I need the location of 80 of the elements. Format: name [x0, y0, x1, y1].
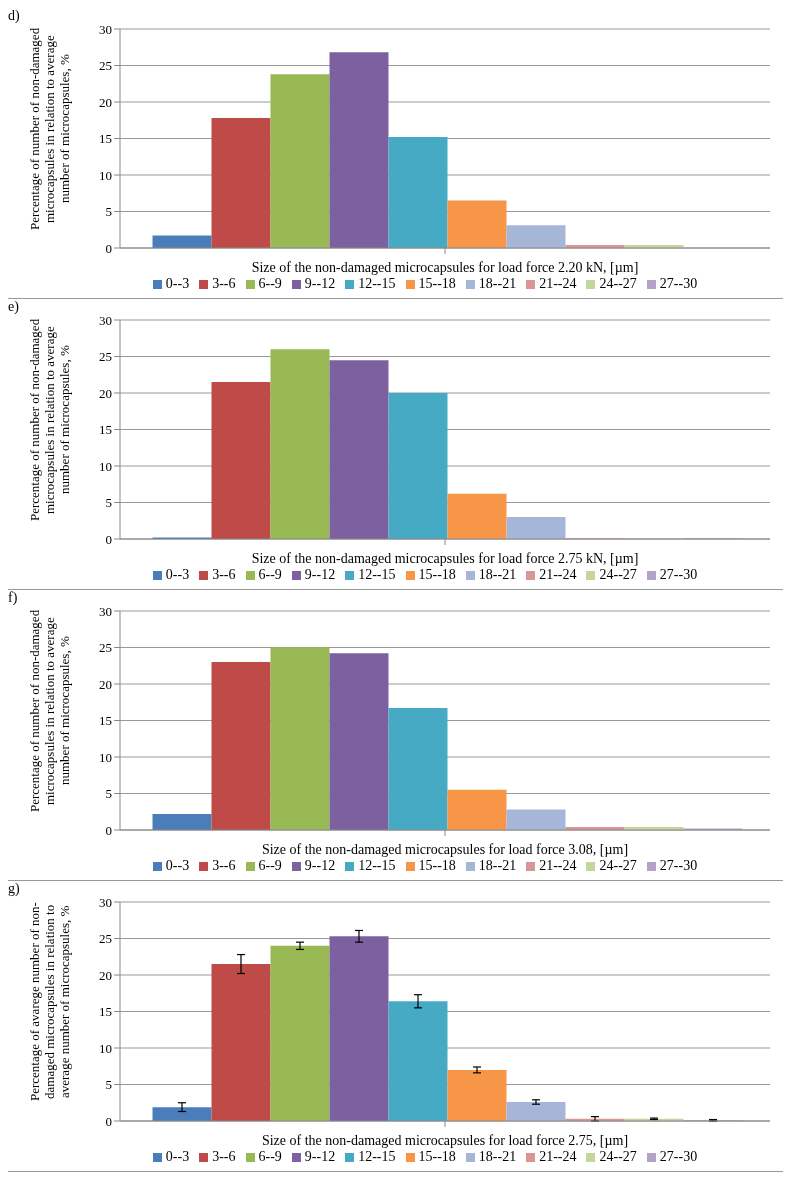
legend-label: 3--6: [212, 858, 236, 873]
legend-label: 27--30: [659, 858, 698, 873]
y-tick-label: 25: [99, 931, 112, 947]
y-axis-title: Percentage of number of non-damaged microcapsules in relation to average number of microcapsules, %: [26, 317, 72, 524]
y-tick-label: 10: [99, 749, 112, 765]
y-tick-label: 30: [99, 603, 112, 619]
legend-label: 3--6: [212, 567, 236, 582]
legend-label: 27--30: [659, 276, 698, 291]
chart-title: g): [8, 881, 20, 896]
y-tick-label: 5: [105, 1077, 112, 1093]
legend-label: 21--24: [539, 858, 577, 873]
y-axis-title: Percentage of avarege number of non-damaged microcapsules in relation to average number of microcapsules, %: [26, 901, 72, 1104]
legend-label: 24--27: [599, 1149, 637, 1164]
legend-label: 0--3: [165, 276, 190, 291]
chart-title: f): [8, 590, 18, 605]
legend-label: 15--18: [418, 1149, 456, 1164]
legend-label: 9--12: [304, 567, 336, 582]
y-axis-title: Percentage of number of non-damaged microcapsules in relation to average number of microcapsules, %: [26, 26, 72, 233]
legend-label: 12--15: [358, 858, 396, 873]
legend-label: 3--6: [212, 276, 236, 291]
legend-label: 9--12: [304, 1149, 336, 1164]
y-axis-title: Percentage of number of non-damaged microcapsules in relation to average number of microcapsules, %: [26, 608, 72, 815]
legend-label: 0--3: [165, 567, 190, 582]
y-tick-label: 25: [99, 349, 112, 365]
y-tick-label: 5: [105, 495, 112, 511]
y-tick-label: 10: [99, 458, 112, 474]
y-tick-label: 0: [105, 240, 112, 256]
y-tick-label: 20: [99, 967, 112, 983]
legend-label: 24--27: [599, 858, 637, 873]
y-tick-label: 0: [105, 822, 112, 838]
x-axis-title: Size of the non-damaged microcapsules for load force 3.08, [µm]: [261, 842, 629, 857]
y-tick-label: 0: [105, 1113, 112, 1129]
legend-label: 21--24: [539, 276, 577, 291]
legend-label: 9--12: [304, 276, 336, 291]
legend-label: 9--12: [304, 858, 336, 873]
chart-title: d): [8, 8, 20, 23]
y-tick-label: 20: [99, 676, 112, 692]
legend-label: 27--30: [659, 567, 698, 582]
legend-label: 0--3: [165, 858, 190, 873]
legend-label: 18--21: [478, 567, 517, 582]
legend-label: 12--15: [358, 567, 396, 582]
legend-label: 21--24: [539, 567, 577, 582]
chart-title: e): [8, 299, 19, 314]
y-tick-label: 25: [99, 640, 112, 656]
legend-label: 6--9: [258, 858, 282, 873]
y-tick-label: 10: [99, 1040, 112, 1056]
legend-label: 15--18: [418, 276, 456, 291]
y-tick-label: 10: [99, 167, 112, 183]
legend-label: 6--9: [258, 276, 282, 291]
legend-label: 21--24: [539, 1149, 577, 1164]
y-tick-label: 5: [105, 204, 112, 220]
y-tick-label: 15: [99, 131, 112, 147]
y-tick-label: 15: [99, 1004, 112, 1020]
x-axis-title: Size of the non-damaged microcapsules for load force 2.20 kN, [µm]: [251, 260, 639, 275]
legend-label: 15--18: [418, 567, 456, 582]
y-tick-label: 20: [99, 385, 112, 401]
legend-label: 18--21: [478, 858, 517, 873]
x-axis-title: Size of the non-damaged microcapsules for load force 2.75 kN, [µm]: [251, 551, 639, 566]
legend-label: 24--27: [599, 276, 637, 291]
y-tick-label: 30: [99, 21, 112, 37]
y-tick-label: 30: [99, 312, 112, 328]
legend-label: 12--15: [358, 276, 396, 291]
legend-label: 0--3: [165, 1149, 190, 1164]
legend-label: 12--15: [358, 1149, 396, 1164]
legend-label: 15--18: [418, 858, 456, 873]
y-tick-label: 30: [99, 894, 112, 910]
legend-label: 3--6: [212, 1149, 236, 1164]
y-tick-label: 15: [99, 713, 112, 729]
legend-label: 6--9: [258, 567, 282, 582]
y-tick-label: 0: [105, 531, 112, 547]
y-tick-label: 20: [99, 94, 112, 110]
legend-label: 6--9: [258, 1149, 282, 1164]
y-tick-label: 25: [99, 58, 112, 74]
legend-label: 18--21: [478, 276, 517, 291]
y-tick-label: 5: [105, 786, 112, 802]
y-tick-label: 15: [99, 422, 112, 438]
legend-label: 18--21: [478, 1149, 517, 1164]
x-axis-title: Size of the non-damaged microcapsules for load force 2.75, [µm]: [261, 1133, 629, 1148]
legend-label: 24--27: [599, 567, 637, 582]
legend-label: 27--30: [659, 1149, 698, 1164]
